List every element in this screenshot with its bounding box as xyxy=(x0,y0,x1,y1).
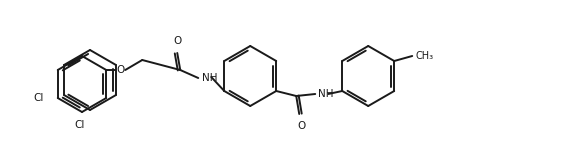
Text: O: O xyxy=(116,65,124,75)
Text: O: O xyxy=(173,36,181,46)
Text: Cl: Cl xyxy=(75,120,85,130)
Text: O: O xyxy=(297,121,305,131)
Text: NH: NH xyxy=(202,73,218,83)
Text: Cl: Cl xyxy=(33,93,43,103)
Text: NH: NH xyxy=(318,89,333,99)
Text: CH₃: CH₃ xyxy=(415,51,434,61)
